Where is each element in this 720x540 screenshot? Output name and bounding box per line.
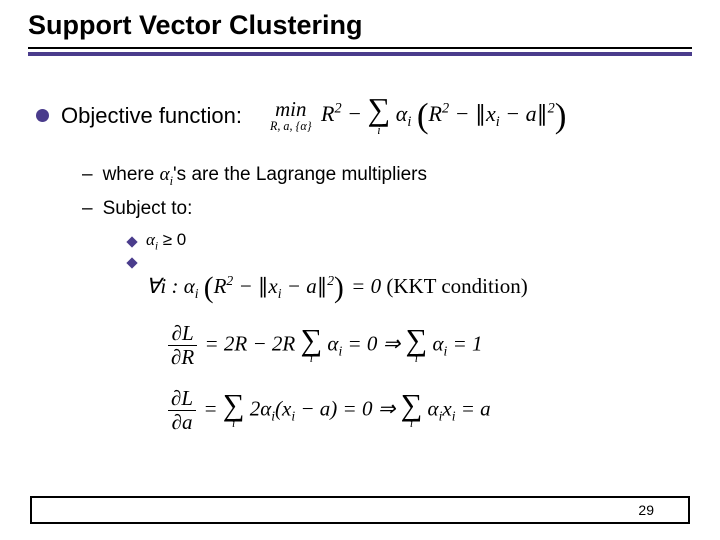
sub-bullets: – where αi's are the Lagrange multiplier… — [36, 164, 692, 221]
dash-icon: – — [82, 164, 93, 186]
page-number-box: 29 — [30, 496, 690, 524]
constraint-kkt — [128, 259, 692, 267]
kkt-formula: ∀i : αi (R2 − ∥xi − a∥2) = 0 (KKT condit… — [146, 273, 692, 302]
objective-formula: min R, a, {α} R2 − ∑i αi (R2 − ∥xi − a∥2… — [270, 96, 567, 136]
sub-bullet-subject-text: Subject to: — [103, 198, 193, 220]
content-area: Objective function: min R, a, {α} R2 − ∑… — [28, 96, 692, 434]
slide-title: Support Vector Clustering — [28, 10, 692, 41]
constraints: αi ≥ 0 — [36, 230, 692, 266]
divider-top — [28, 47, 692, 49]
constraint-alpha-nonneg: αi ≥ 0 — [128, 230, 692, 252]
slide-container: Support Vector Clustering Objective func… — [0, 0, 720, 540]
sub-bullet-where-text: where αi's are the Lagrange multipliers — [103, 164, 427, 189]
diamond-icon — [126, 236, 137, 247]
partial-a-formula: ∂L ∂a = ∑i 2αi(xi − a) = 0 ⇒ ∑i αixi = a — [166, 387, 692, 434]
partial-R-formula: ∂L ∂R = 2R − 2R ∑i αi = 0 ⇒ ∑i αi = 1 — [166, 322, 692, 369]
divider-bottom — [28, 52, 692, 56]
dash-icon: – — [82, 198, 93, 220]
diamond-icon — [126, 257, 137, 268]
bullet-objective: Objective function: min R, a, {α} R2 − ∑… — [36, 96, 692, 136]
bullet-objective-label: Objective function: — [61, 103, 242, 129]
constraint-text: αi ≥ 0 — [146, 230, 186, 252]
bullet-dot-icon — [36, 109, 49, 122]
sub-bullet-where: – where αi's are the Lagrange multiplier… — [82, 164, 692, 189]
page-number: 29 — [638, 502, 654, 518]
sub-bullet-subject: – Subject to: — [82, 198, 692, 220]
